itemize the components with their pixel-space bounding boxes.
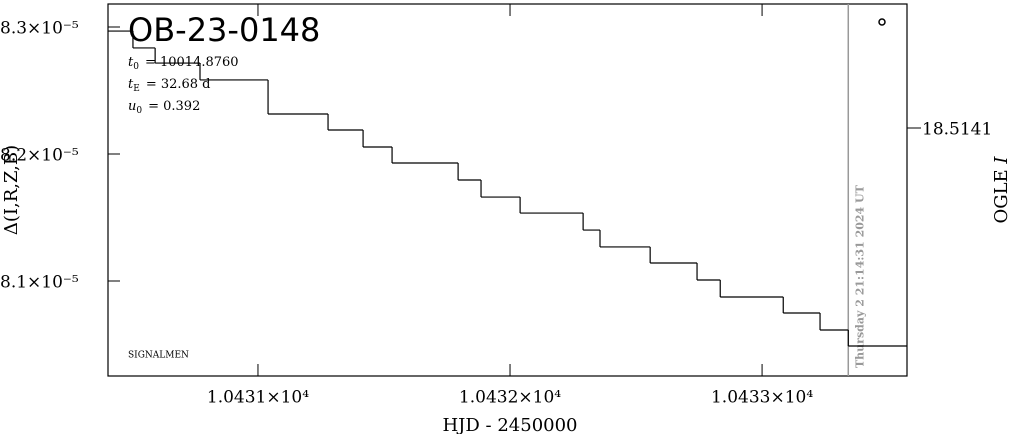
y2-label-text: OGLE [991, 169, 1011, 223]
y2-axis-label: OGLE I [991, 156, 1011, 224]
y2-tick-label: 18.5141 [922, 120, 992, 140]
marker-symbol [878, 18, 886, 26]
y-tick-label: 8.3×10⁻⁵ [0, 18, 79, 38]
parameter: tE = 32.68 d [128, 77, 211, 94]
y-tick-label: 8.2×10⁻⁵ [0, 145, 79, 165]
parameter-text: = 10014.8760 [145, 55, 239, 70]
parameter-text: = 32.68 d [146, 77, 211, 92]
parameter-name: t [128, 77, 134, 92]
parameter-name: t [128, 55, 134, 70]
x-axis-label: HJD - 2450000 [442, 415, 577, 434]
parameter-sub: E [133, 84, 140, 94]
timestamp: Thursday 2 21:14:31 2024 UT [853, 184, 866, 368]
source-label: SIGNALMEN [128, 351, 189, 361]
parameter-text: = 0.392 [148, 99, 200, 114]
y2-label-band: I [991, 156, 1011, 165]
parameter: u0 = 0.392 [128, 99, 200, 116]
parameter-sub: 0 [136, 106, 142, 116]
x-tick-label: 1.0431×10⁴ [207, 388, 309, 408]
parameter: t0 = 10014.8760 [128, 55, 239, 72]
parameter-name: u [128, 99, 136, 114]
chart-title: OB-23-0148 [128, 11, 320, 49]
x-tick-label: 1.0433×10⁴ [711, 388, 813, 408]
plot-frame [107, 3, 908, 377]
x-tick-label: 1.0432×10⁴ [459, 388, 561, 408]
y-tick-label: 8.1×10⁻⁵ [0, 272, 79, 292]
y-axis-label: Δ(I,R,Z,B) [1, 145, 22, 235]
parameter-sub: 0 [133, 62, 139, 72]
